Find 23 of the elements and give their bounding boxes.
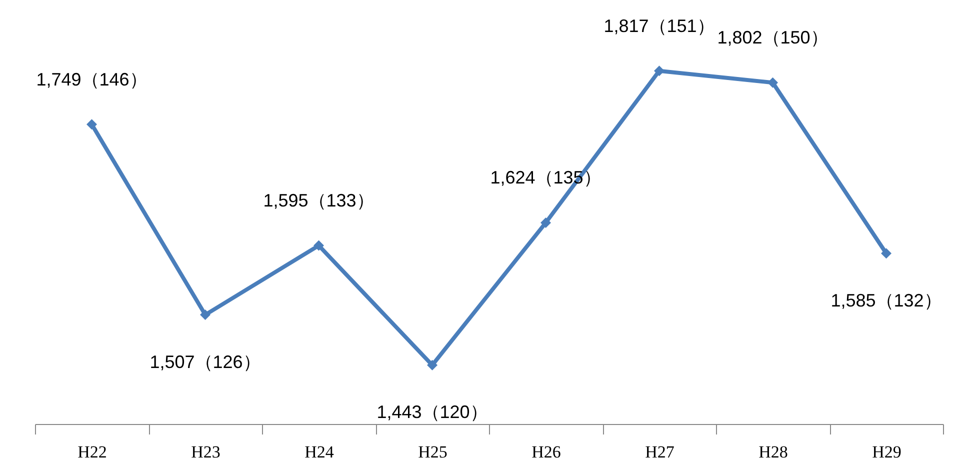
data-label: 1,585（132） [830,290,942,310]
point [768,77,778,88]
point [314,240,324,251]
x-tick-label: H27 [645,442,675,462]
data-label: 1,802（150） [717,28,828,48]
point [86,119,97,130]
point [540,217,551,228]
x-tick-label: H25 [418,442,448,462]
data-label: 1,817（151） [604,16,715,36]
data-label: 1,595（133） [263,190,374,211]
x-tick-label: H22 [78,442,107,462]
x-tick-label: H28 [758,442,788,462]
point [200,310,210,320]
x-tick-label: H29 [872,442,902,462]
data-label: 1,749（146） [36,69,148,90]
x-tick-label: H23 [191,442,220,462]
data-label: 1,443（120） [376,402,488,422]
x-tick-label: H26 [532,442,561,462]
point [427,360,438,370]
x-tick-label: H24 [304,442,334,462]
point [654,66,664,76]
data-label: 1,507（126） [150,352,261,372]
point [881,248,892,259]
